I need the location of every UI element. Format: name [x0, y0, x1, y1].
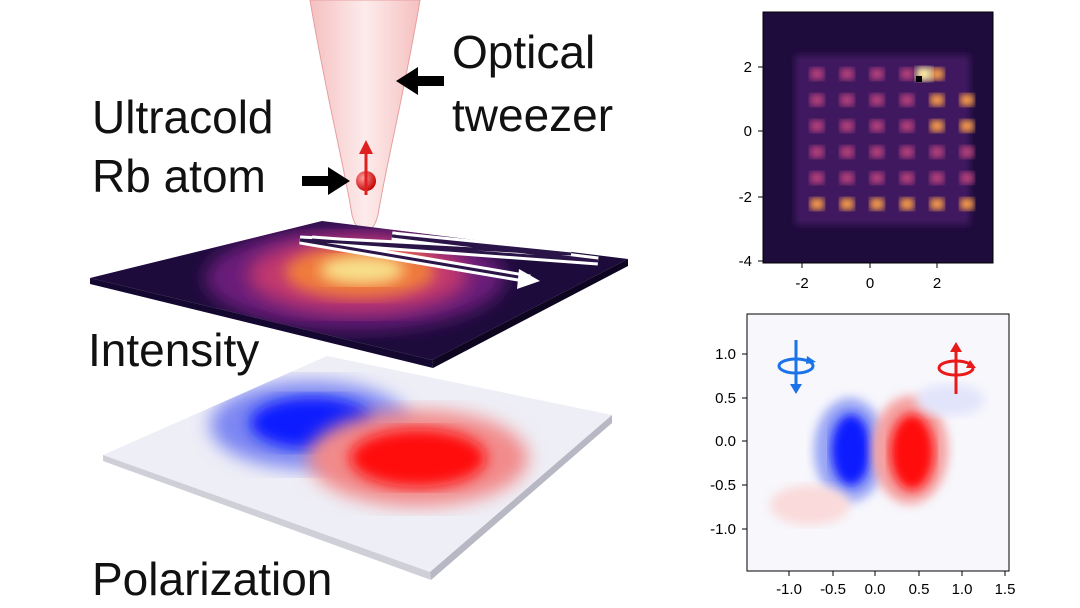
polarization-label: Polarization: [92, 553, 333, 605]
im-spot: [930, 68, 944, 80]
circular-arrow-up-icon: [937, 342, 976, 394]
im-spot: [810, 68, 824, 80]
im-ytick-2: -2: [739, 189, 752, 206]
im-spot: [900, 198, 914, 210]
im-spot: [810, 94, 824, 106]
polarization-surface: [103, 356, 612, 580]
im-xtick-0: -2: [795, 275, 808, 292]
im-spot: [960, 146, 974, 158]
im-spot: [810, 120, 824, 132]
im-dead-pixel: [916, 76, 922, 82]
im-ytick-0: 2: [744, 59, 752, 76]
intensity-label: Intensity: [88, 324, 260, 376]
pm-xtick-1: -0.5: [820, 581, 846, 598]
arrow-to-atom: [302, 167, 350, 195]
pm-ytick-2: 0.0: [715, 433, 736, 450]
im-spot: [900, 68, 914, 80]
im-spot: [870, 68, 884, 80]
im-spot: [930, 94, 944, 106]
im-spot: [930, 172, 944, 184]
im-ytick-1: 0: [744, 123, 752, 140]
intensity-map-spots: [795, 55, 974, 225]
im-spot: [900, 120, 914, 132]
im-spot: [840, 172, 854, 184]
pm-xtick-3: 0.5: [909, 581, 930, 598]
im-haze: [795, 55, 970, 225]
im-spot: [960, 120, 974, 132]
im-xtick-1: 0: [866, 275, 874, 292]
intensity-surface: [90, 221, 628, 368]
tweezer-label-line2: tweezer: [452, 89, 614, 141]
im-spot: [960, 198, 974, 210]
im-spot: [930, 120, 944, 132]
atom-label-line1: Ultracold: [92, 91, 274, 143]
tweezer-beam: [309, 0, 421, 233]
polarization-map-lobes: [770, 384, 984, 525]
im-spot: [870, 172, 884, 184]
pm-xtick-0: -1.0: [776, 581, 802, 598]
pm-xtick-5: 1.5: [995, 581, 1016, 598]
im-spot: [870, 120, 884, 132]
im-spot: [840, 146, 854, 158]
pm-xtick-2: 0.0: [865, 581, 886, 598]
im-spot: [960, 172, 974, 184]
im-spot: [840, 120, 854, 132]
tweezer-label-line1: Optical: [452, 26, 596, 78]
im-xtick-2: 2: [933, 275, 941, 292]
im-spot: [900, 146, 914, 158]
arrow-to-tweezer: [396, 67, 444, 95]
intensity-map: -2 0 2 2 0 -2 -4: [739, 11, 994, 292]
im-spot: [870, 146, 884, 158]
im-spot: [930, 146, 944, 158]
im-spot: [900, 94, 914, 106]
im-spot: [840, 68, 854, 80]
pm-xtick-4: 1.0: [952, 581, 973, 598]
pm-ytick-3: -0.5: [710, 477, 736, 494]
im-spot: [870, 94, 884, 106]
pm-ytick-4: -1.0: [710, 521, 736, 538]
im-ytick-3: -4: [739, 253, 752, 270]
polarization-map: -1.0 -0.5 0.0 0.5 1.0 1.5 1.0 0.5 0.0 -0…: [710, 313, 1016, 598]
pm-ytick-0: 1.0: [715, 346, 736, 363]
im-spot: [840, 94, 854, 106]
im-spot: [870, 198, 884, 210]
im-spot: [840, 198, 854, 210]
im-spot: [900, 172, 914, 184]
rb-atom: [356, 140, 376, 195]
atom-label-line2: Rb atom: [92, 150, 266, 202]
im-spot: [810, 146, 824, 158]
im-spot: [810, 198, 824, 210]
im-spot: [960, 94, 974, 106]
circular-arrow-down-icon: [777, 340, 816, 394]
im-spot: [810, 172, 824, 184]
pm-ytick-1: 0.5: [715, 390, 736, 407]
im-spot: [930, 198, 944, 210]
illustration: [90, 0, 628, 580]
